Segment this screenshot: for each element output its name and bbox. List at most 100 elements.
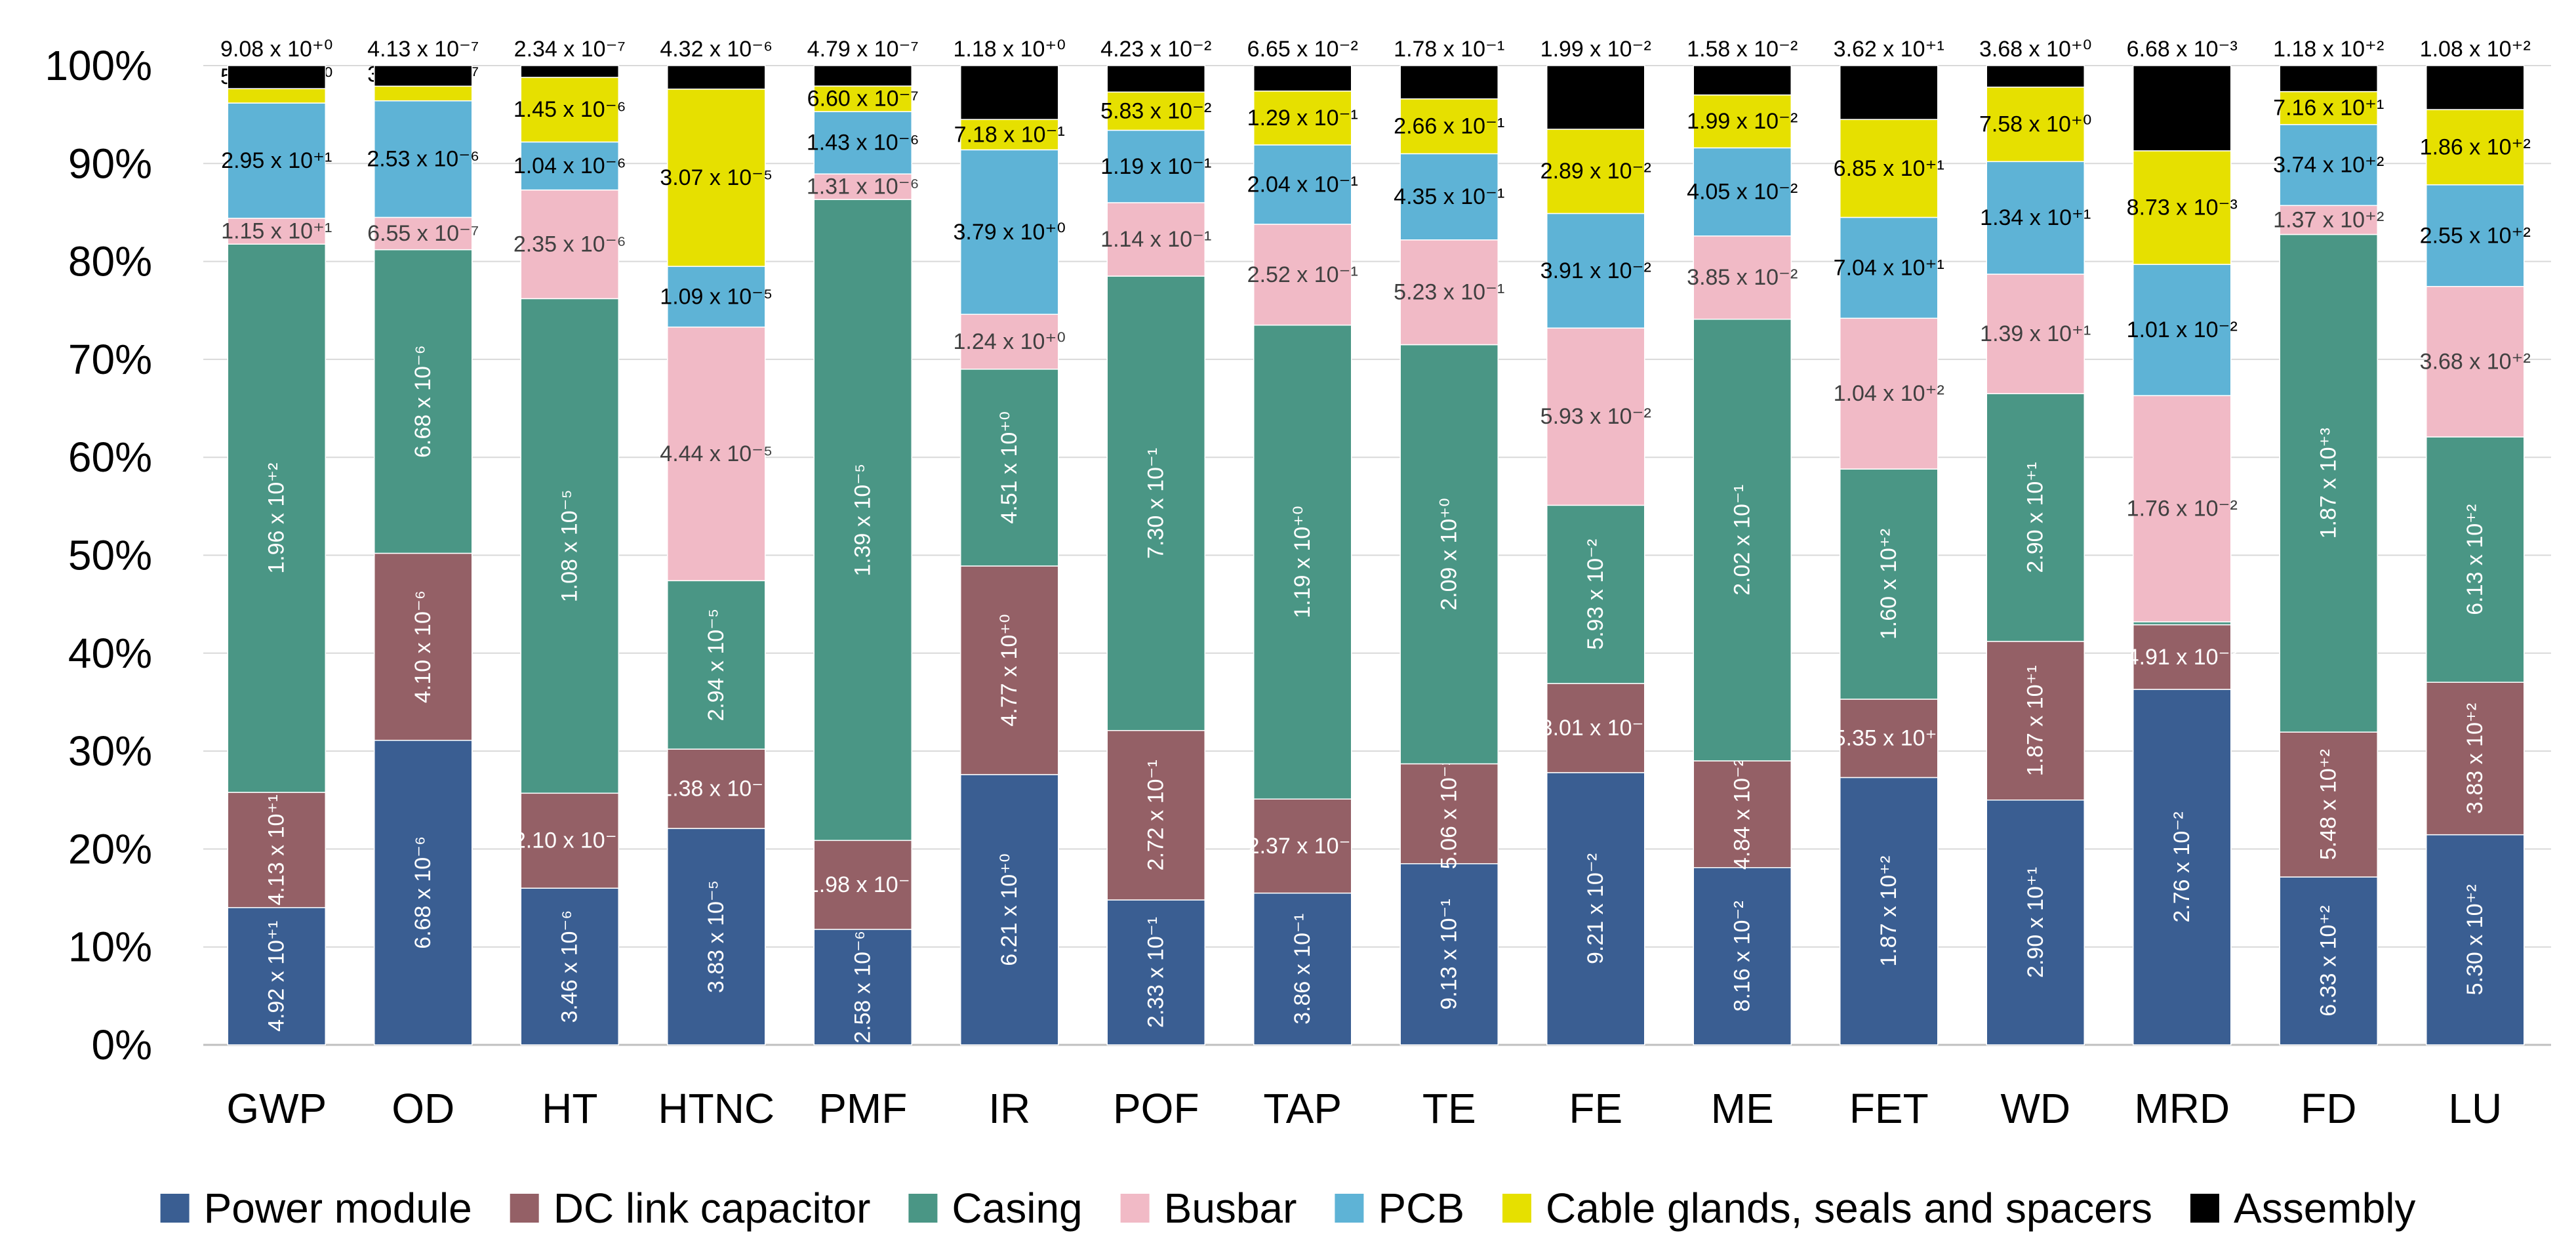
- bar-segment: [1106, 65, 1205, 93]
- data-label: 7.16 x 10⁺¹: [2273, 96, 2384, 121]
- bar-segment: [1399, 153, 1499, 241]
- bar-segment: [1693, 235, 1792, 320]
- x-tick-label: HTNC: [658, 1085, 775, 1132]
- y-tick-label: 90%: [68, 140, 152, 187]
- data-label: 6.13 x 10⁺²: [2463, 504, 2487, 615]
- bar-segment: [2426, 834, 2525, 1046]
- legend-item: Power module: [160, 1185, 472, 1232]
- data-label: 1.24 x 10⁺⁰: [954, 329, 1066, 354]
- data-label: 1.09 x 10⁻⁵: [660, 284, 773, 309]
- bar-segment: [2133, 264, 2232, 396]
- x-tick-label: PMF: [818, 1085, 907, 1132]
- bar-segment: [1840, 216, 1939, 319]
- bar-gwp: 4.92 x 10⁺¹ 4.13 x 10⁺¹ 1.96 x 10⁺² 1.15 x …: [220, 37, 332, 1046]
- data-label: 9.13 x 10⁻¹: [1437, 899, 1462, 1009]
- data-label: 2.34 x 10⁻⁷: [514, 37, 626, 62]
- bar-segment: [960, 119, 1059, 151]
- bar-segment: [1840, 468, 1939, 700]
- data-label: 7.58 x 10⁺⁰: [1979, 112, 2091, 137]
- legend-label: Assembly: [2234, 1185, 2415, 1232]
- legend-label: Casing: [952, 1185, 1082, 1232]
- data-label: 4.23 x 10⁻²: [1100, 37, 1211, 62]
- y-tick-label: 30%: [68, 727, 152, 775]
- bar-segment: [667, 65, 766, 90]
- data-label: 1.19 x 10⁻¹: [1100, 154, 1211, 179]
- data-label: 2.90 x 10⁺¹: [2023, 867, 2048, 978]
- data-label: 9.21 x 10⁻²: [1583, 853, 1608, 964]
- data-label: 1.45 x 10⁻⁶: [513, 97, 626, 122]
- bar-segment: [813, 929, 912, 1046]
- bar-wd: 2.90 x 10⁺¹ 1.87 x 10⁺¹ 2.90 x 10⁺¹ 1.39 x …: [1979, 37, 2091, 1046]
- data-label: 5.48 x 10⁺²: [2316, 749, 2341, 860]
- data-label: 1.39 x 10⁺¹: [1980, 321, 2091, 346]
- bar-segment: [1546, 213, 1645, 329]
- bar-segment: [1546, 683, 1645, 773]
- bar-segment: [2426, 184, 2525, 287]
- data-label: 4.77 x 10⁺⁰: [997, 614, 1022, 726]
- bar-me: 8.16 x 10⁻² 4.84 x 10⁻² 2.02 x 10⁻¹ 3.85 x …: [1687, 37, 1798, 1046]
- data-label: 5.23 x 10⁻¹: [1394, 280, 1504, 305]
- data-label: 4.35 x 10⁻¹: [1394, 184, 1504, 209]
- bar-segment: [1693, 65, 1792, 96]
- data-label: 2.94 x 10⁻⁵: [704, 609, 729, 721]
- legend-item: PCB: [1335, 1185, 1464, 1232]
- bar-segment: [2426, 681, 2525, 836]
- legend-swatch: [1502, 1194, 1531, 1223]
- legend-label: Cable glands, seals and spacers: [1546, 1185, 2152, 1232]
- bar-segment: [667, 828, 766, 1046]
- bar-segment: [2279, 124, 2378, 207]
- bar-segment: [227, 102, 326, 219]
- data-label: 2.55 x 10⁺²: [2420, 223, 2531, 248]
- data-label: 6.33 x 10⁺²: [2316, 905, 2341, 1016]
- x-tick-label: POF: [1113, 1085, 1199, 1132]
- data-label: 2.72 x 10⁻¹: [1144, 760, 1169, 870]
- data-label: 8.16 x 10⁻²: [1730, 901, 1755, 1011]
- bar-segment: [2133, 624, 2232, 690]
- x-tick-label: FE: [1569, 1085, 1622, 1132]
- bar-segment: [960, 774, 1059, 1046]
- bar-fe: 9.21 x 10⁻² 3.01 x 10⁻² 5.93 x 10⁻² 5.93 x …: [1540, 37, 1651, 1046]
- x-tick-label: TE: [1422, 1085, 1476, 1132]
- data-label: 1.87 x 10⁺¹: [2023, 665, 2048, 776]
- data-label: 9.08 x 10⁺⁰: [220, 37, 332, 62]
- bar-segment: [1253, 65, 1352, 92]
- data-label: 4.92 x 10⁺¹: [264, 921, 289, 1032]
- bar-segment: [813, 65, 912, 87]
- legend-swatch: [908, 1194, 938, 1223]
- bar-segment: [374, 216, 473, 251]
- legend-swatch: [510, 1194, 539, 1223]
- data-label: 1.19 x 10⁺⁰: [1290, 506, 1315, 618]
- bar-segment: [374, 249, 473, 554]
- x-tick-label: MRD: [2134, 1085, 2230, 1132]
- bar-pmf: 2.58 x 10⁻⁶ 1.98 x 10⁻⁶ 1.39 x 10⁻⁵ 1.31 x …: [807, 37, 919, 1046]
- bar-segment: [374, 65, 473, 87]
- bar-segment: [227, 792, 326, 908]
- bar-segment: [227, 65, 326, 89]
- bar-segment: [227, 88, 326, 104]
- bar-segment: [1840, 699, 1939, 779]
- y-tick-label: 100%: [45, 42, 152, 89]
- legend-item: Cable glands, seals and spacers: [1502, 1185, 2152, 1232]
- y-tick-label: 40%: [68, 630, 152, 677]
- bar-segment: [1986, 393, 2085, 642]
- data-label: 5.83 x 10⁻²: [1100, 98, 1211, 123]
- data-label: 2.52 x 10⁻¹: [1247, 262, 1358, 287]
- data-label: 1.14 x 10⁻¹: [1100, 227, 1211, 252]
- data-label: 1.39 x 10⁻⁵: [851, 464, 875, 577]
- data-label: 2.10 x 10⁻⁶: [513, 828, 626, 853]
- bar-mrd: 2.76 x 10⁻²4.91 x 10⁻³1.78 x 10⁻⁴1.76 x …: [2125, 37, 2238, 1046]
- legend-item: Assembly: [2190, 1185, 2415, 1232]
- bar-segment: [374, 739, 473, 1046]
- x-tick-label: FD: [2301, 1085, 2356, 1132]
- data-label: 1.78 x 10⁻¹: [1394, 37, 1504, 62]
- data-label: 4.79 x 10⁻⁷: [807, 37, 919, 62]
- bar-segment: [667, 89, 766, 267]
- data-label: 7.18 x 10⁻¹: [954, 122, 1065, 147]
- bar-segment: [520, 77, 619, 143]
- bar-segment: [2133, 689, 2232, 1046]
- data-label: 3.74 x 10⁺²: [2273, 153, 2384, 178]
- bar-segment: [1986, 65, 2085, 88]
- bar-segment: [1840, 777, 1939, 1046]
- data-label: 7.30 x 10⁻¹: [1144, 448, 1169, 559]
- bar-segment: [1986, 800, 2085, 1046]
